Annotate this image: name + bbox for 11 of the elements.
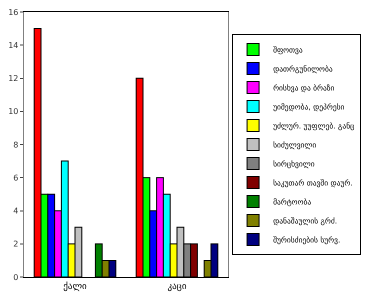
y-tick-label: 4 <box>13 206 18 216</box>
y-tick-label: 12 <box>8 74 18 84</box>
y-tick-label: 16 <box>8 8 18 17</box>
y-tick-label: 2 <box>13 240 18 249</box>
y-tick-label: 6 <box>13 173 18 182</box>
y-tick-label: 14 <box>8 40 18 50</box>
y-tick-label: 8 <box>13 140 18 150</box>
y-tick-label: 0 <box>13 272 18 282</box>
x-tick-label: ქალი <box>63 280 88 292</box>
x-tick-label: კაცი <box>168 282 187 292</box>
y-tick-label: 10 <box>8 107 18 116</box>
